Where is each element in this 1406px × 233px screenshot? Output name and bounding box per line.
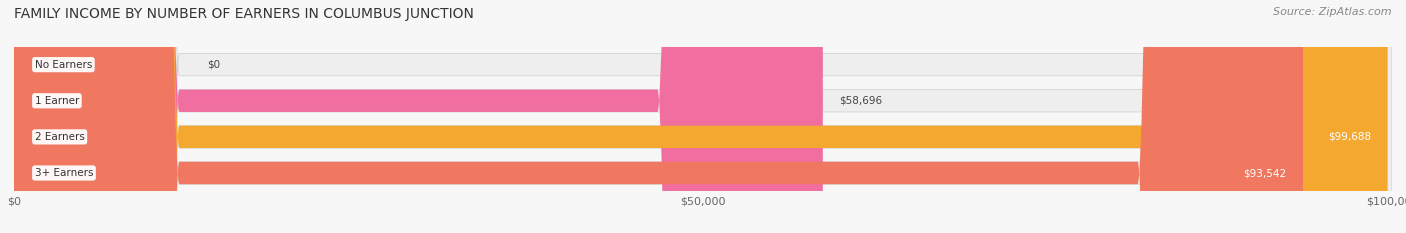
FancyBboxPatch shape (14, 0, 1392, 233)
Text: $99,688: $99,688 (1329, 132, 1371, 142)
Text: 3+ Earners: 3+ Earners (35, 168, 93, 178)
Text: $0: $0 (207, 60, 221, 70)
FancyBboxPatch shape (14, 0, 823, 233)
FancyBboxPatch shape (14, 0, 1392, 233)
FancyBboxPatch shape (14, 0, 1392, 233)
FancyBboxPatch shape (14, 0, 1388, 233)
Text: $93,542: $93,542 (1243, 168, 1286, 178)
Text: Source: ZipAtlas.com: Source: ZipAtlas.com (1274, 7, 1392, 17)
Text: FAMILY INCOME BY NUMBER OF EARNERS IN COLUMBUS JUNCTION: FAMILY INCOME BY NUMBER OF EARNERS IN CO… (14, 7, 474, 21)
FancyBboxPatch shape (14, 0, 1392, 233)
Text: 2 Earners: 2 Earners (35, 132, 84, 142)
Text: 1 Earner: 1 Earner (35, 96, 79, 106)
FancyBboxPatch shape (14, 0, 1303, 233)
Text: $58,696: $58,696 (839, 96, 883, 106)
Text: No Earners: No Earners (35, 60, 93, 70)
